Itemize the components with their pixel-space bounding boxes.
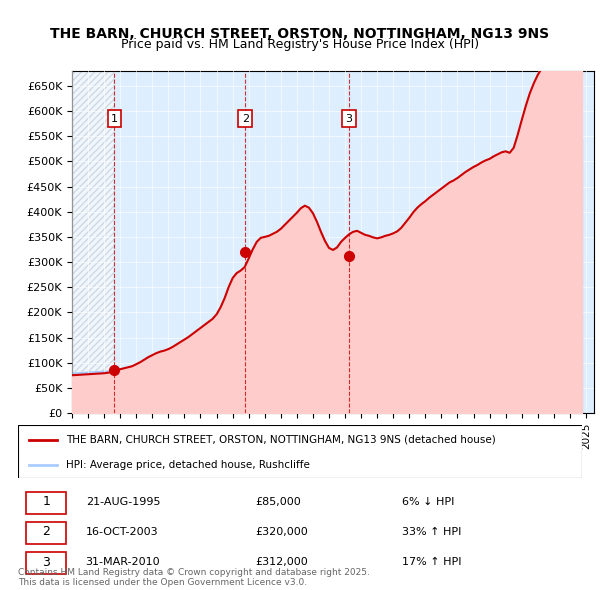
- Text: 3: 3: [42, 556, 50, 569]
- Text: £320,000: £320,000: [255, 527, 308, 537]
- Text: £312,000: £312,000: [255, 557, 308, 567]
- Text: 2: 2: [242, 114, 249, 124]
- Text: HPI: Average price, detached house, Rushcliffe: HPI: Average price, detached house, Rush…: [66, 460, 310, 470]
- Text: 6% ↓ HPI: 6% ↓ HPI: [401, 497, 454, 507]
- FancyBboxPatch shape: [26, 552, 66, 574]
- Text: 16-OCT-2003: 16-OCT-2003: [86, 527, 158, 537]
- Text: £85,000: £85,000: [255, 497, 301, 507]
- FancyBboxPatch shape: [26, 522, 66, 544]
- Text: 31-MAR-2010: 31-MAR-2010: [86, 557, 160, 567]
- Text: THE BARN, CHURCH STREET, ORSTON, NOTTINGHAM, NG13 9NS (detached house): THE BARN, CHURCH STREET, ORSTON, NOTTING…: [66, 435, 496, 445]
- Text: 21-AUG-1995: 21-AUG-1995: [86, 497, 160, 507]
- Text: 17% ↑ HPI: 17% ↑ HPI: [401, 557, 461, 567]
- Text: THE BARN, CHURCH STREET, ORSTON, NOTTINGHAM, NG13 9NS: THE BARN, CHURCH STREET, ORSTON, NOTTING…: [50, 27, 550, 41]
- Text: 33% ↑ HPI: 33% ↑ HPI: [401, 527, 461, 537]
- FancyBboxPatch shape: [18, 425, 582, 478]
- Text: 1: 1: [42, 496, 50, 509]
- Text: Price paid vs. HM Land Registry's House Price Index (HPI): Price paid vs. HM Land Registry's House …: [121, 38, 479, 51]
- Text: Contains HM Land Registry data © Crown copyright and database right 2025.
This d: Contains HM Land Registry data © Crown c…: [18, 568, 370, 587]
- Text: 2: 2: [42, 526, 50, 539]
- Text: 3: 3: [346, 114, 353, 124]
- Text: 1: 1: [111, 114, 118, 124]
- FancyBboxPatch shape: [26, 492, 66, 514]
